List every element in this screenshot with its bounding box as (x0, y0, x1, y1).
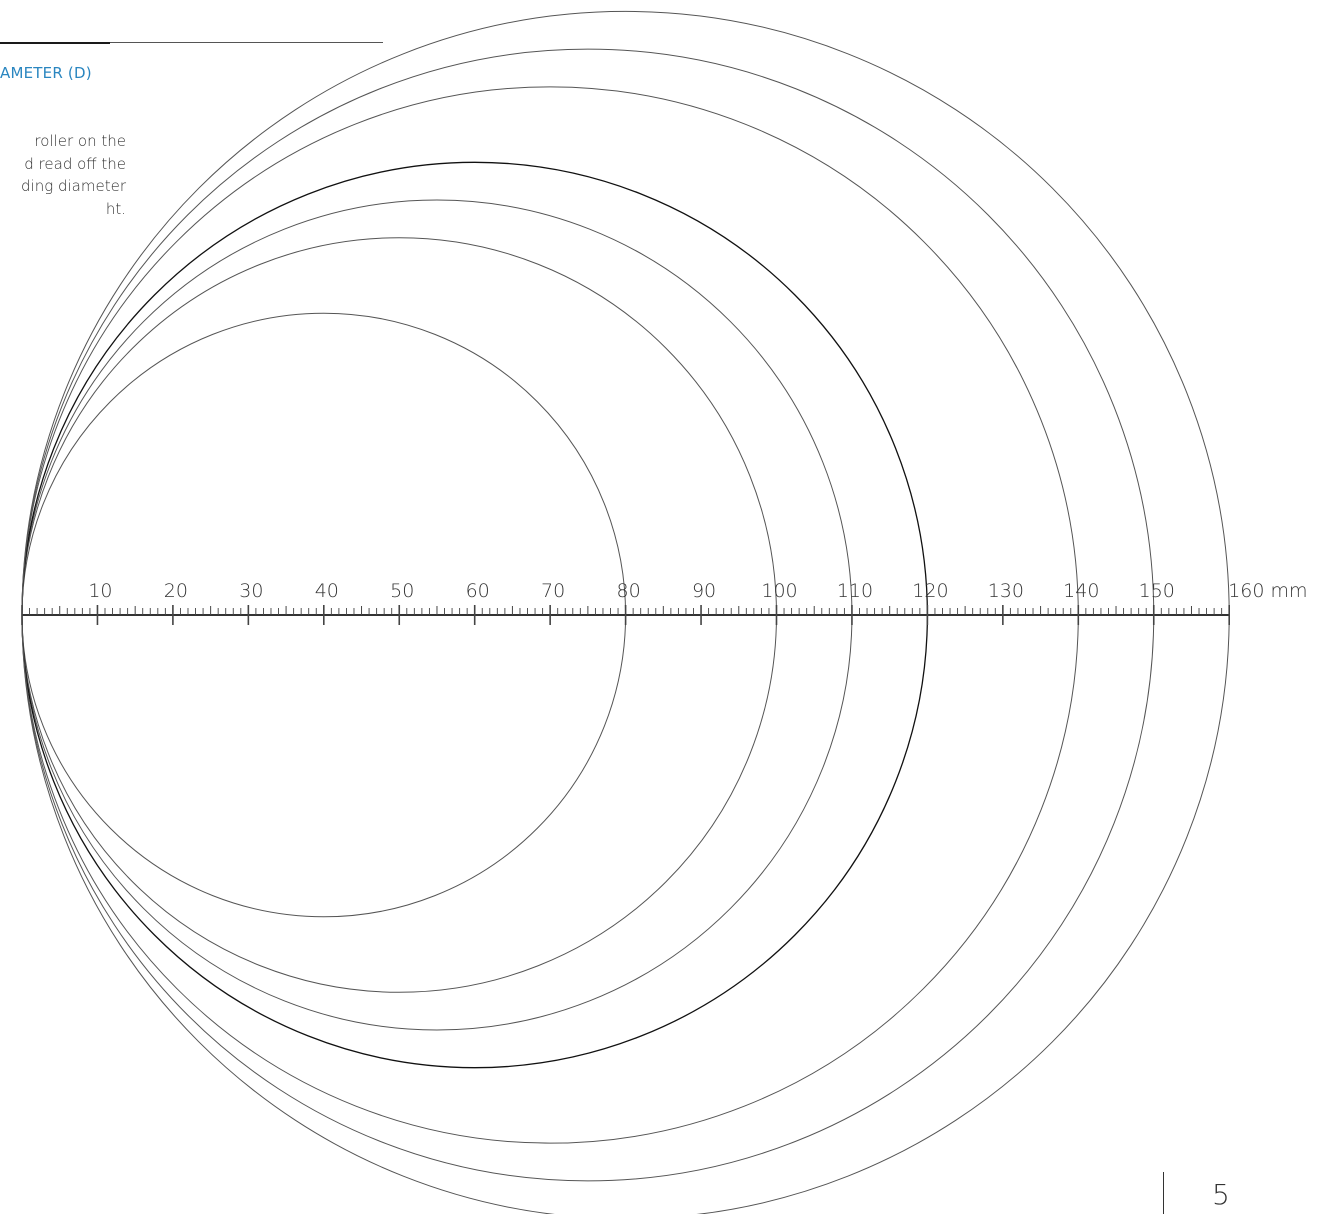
instruction-line: d read off the (24, 154, 126, 173)
scale-tick-label: 20 (164, 580, 188, 602)
page-number: 5 (1212, 1178, 1230, 1211)
page-number-divider (1163, 1172, 1164, 1214)
section-rule-accent (0, 42, 110, 44)
instruction-line: ht. (105, 199, 126, 218)
scale-tick-label: 40 (315, 580, 339, 602)
instruction-line: ding diameter (21, 177, 126, 195)
measuring-scale: 10 20 30 40 50 60 70 80 90 100 110 120 130 140 150 160 … (21, 580, 1308, 625)
scale-tick-label: 130 (988, 580, 1024, 602)
scale-tick-label: 70 (541, 580, 565, 602)
scale-tick-label: 110 (837, 580, 873, 602)
scale-tick-label: 60 (466, 580, 490, 602)
scale-tick-label: 100 (761, 580, 797, 602)
scale-tick-label: 120 (912, 580, 948, 602)
instruction-line: roller on the (34, 132, 126, 150)
scale-tick-label: 50 (390, 580, 414, 602)
scale-tick-label: 30 (239, 580, 263, 602)
scale-tick-label: 140 (1063, 580, 1099, 602)
section-rule (110, 42, 383, 43)
scale-tick-label: 80 (617, 580, 641, 602)
scale-tick-label: 10 (88, 580, 112, 602)
scale-tick-label: 90 (692, 580, 716, 602)
instruction-text: roller on the d read off the ding diamet… (0, 130, 126, 220)
scale-tick-label: 150 (1139, 580, 1175, 602)
scale-tick-label: 160 mm (1228, 580, 1307, 602)
section-heading: AMETER (D) (0, 64, 92, 82)
